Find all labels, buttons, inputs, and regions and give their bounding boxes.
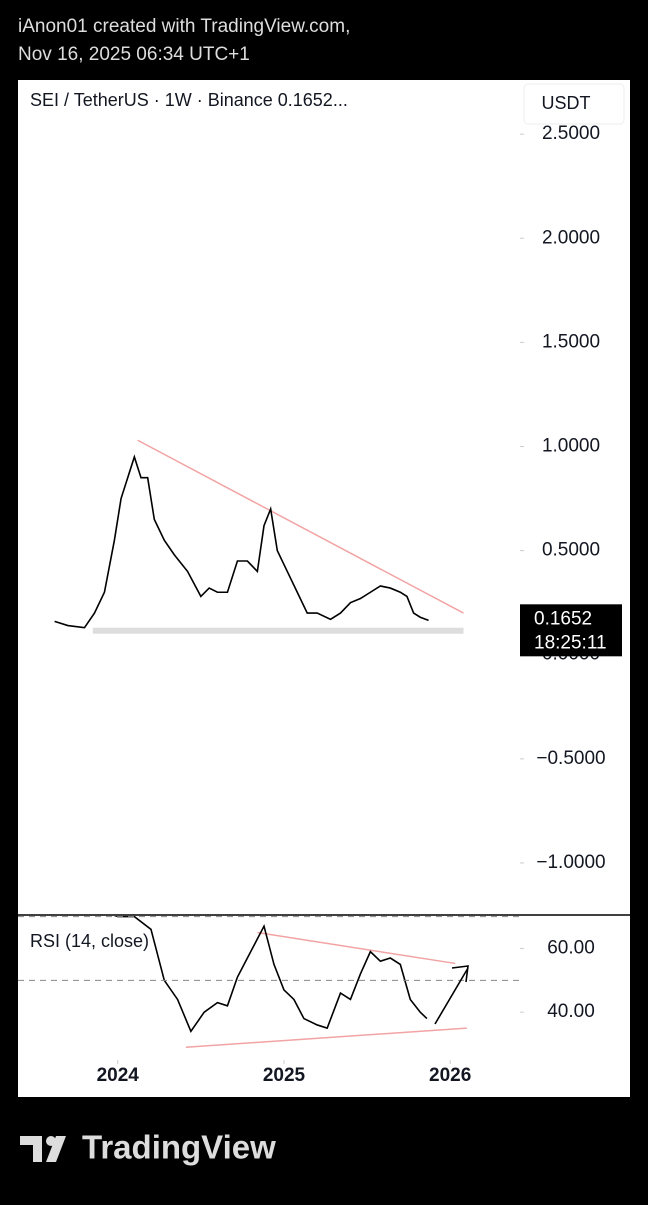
y-tick-label: −0.5000 xyxy=(536,748,605,769)
y-tick-label: 60.00 xyxy=(547,937,595,958)
x-tick-label: 2026 xyxy=(429,1065,471,1086)
y-tick-label: 1.0000 xyxy=(542,435,600,456)
annotation-arrow xyxy=(434,965,469,1025)
currency-button[interactable] xyxy=(523,83,625,125)
last-price-label: 0.1652 xyxy=(534,608,592,629)
trendline xyxy=(257,931,456,965)
symbol-legend: SEI / TetherUS · 1W · Binance 0.1652... xyxy=(30,90,348,110)
currency-label: USDT xyxy=(542,93,591,113)
rsi-plot xyxy=(113,916,467,1048)
header-line: iAnon01 created with TradingView.com, xyxy=(18,16,350,37)
y-tick-label: −1.0000 xyxy=(536,852,605,873)
rsi-legend: RSI (14, close) xyxy=(30,931,149,951)
last-price-box xyxy=(520,604,622,657)
logo-dot xyxy=(46,1136,56,1146)
y-tick-label: 40.00 xyxy=(547,1001,595,1022)
logo-text: TradingView xyxy=(82,1129,276,1166)
y-tick-label: 1.5000 xyxy=(542,331,600,352)
header-line: Nov 16, 2025 06:34 UTC+1 xyxy=(18,44,250,65)
countdown: 18:25:11 xyxy=(534,632,607,653)
chart-panel xyxy=(18,80,630,1097)
axes: 2.50002.00001.50001.00000.50000.0000−0.5… xyxy=(18,123,622,1086)
x-tick-label: 2025 xyxy=(263,1065,306,1086)
trendline xyxy=(137,439,464,614)
y-tick-label: 2.5000 xyxy=(542,123,600,144)
logo: TradingView xyxy=(20,1129,276,1166)
y-tick-label: 2.0000 xyxy=(542,227,600,248)
data-line xyxy=(54,454,429,629)
y-tick-label: 0.5000 xyxy=(542,540,600,561)
price-plot xyxy=(54,439,464,634)
trendline xyxy=(185,1027,467,1048)
data-line xyxy=(113,916,428,1033)
x-tick-label: 2024 xyxy=(97,1065,140,1086)
logo-mark xyxy=(20,1136,66,1162)
